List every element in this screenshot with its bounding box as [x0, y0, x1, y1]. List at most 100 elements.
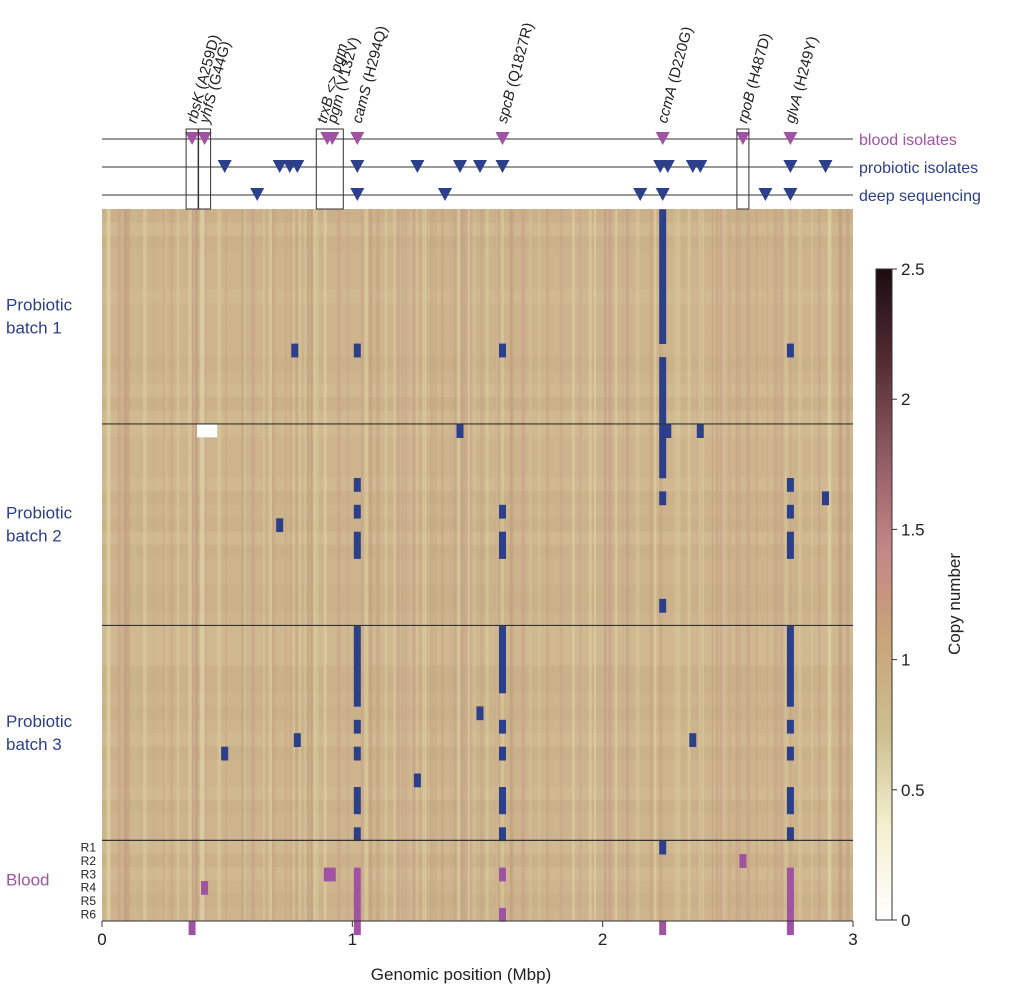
heatmap-stripe	[361, 209, 364, 921]
heatmap-stripe	[412, 209, 416, 921]
heatmap-stripe	[143, 209, 147, 921]
feature-mark	[786, 907, 794, 922]
heatmap-stripe	[579, 209, 583, 921]
heatmap-stripe	[217, 209, 222, 921]
heatmap-stripe	[498, 209, 502, 921]
feature-mark	[786, 867, 794, 882]
feature-mark	[353, 478, 361, 492]
feature-mark	[786, 478, 794, 492]
mutation-triangle	[783, 132, 798, 145]
row-label: R4	[81, 881, 97, 895]
feature-mark	[499, 652, 506, 667]
heatmap-row	[102, 800, 853, 814]
feature-mark	[659, 276, 667, 291]
feature-mark	[786, 800, 794, 815]
heatmap-stripe	[846, 209, 850, 921]
heatmap-stripe	[736, 209, 738, 921]
group-label: Probiotic batch 2	[6, 504, 73, 546]
heatmap-stripe	[798, 209, 802, 921]
feature-mark	[499, 719, 506, 734]
heatmap-stripe	[361, 209, 364, 921]
feature-mark	[499, 666, 506, 680]
heatmap-stripe	[690, 209, 693, 921]
feature-mark	[413, 773, 421, 788]
feature-mark	[499, 343, 506, 358]
heatmap-stripe	[346, 209, 350, 921]
heatmap-stripe	[251, 209, 255, 921]
colorbar-title: Copy number	[945, 553, 964, 655]
heatmap-stripe	[839, 209, 843, 921]
feature-mark	[353, 867, 361, 882]
row-label: R5	[81, 894, 97, 908]
heatmap-stripe	[304, 209, 307, 921]
heatmap-stripe	[767, 209, 770, 921]
heatmap-stripe	[627, 209, 629, 921]
feature-mark	[353, 692, 361, 707]
heatmap-row	[102, 504, 853, 518]
feature-mark	[786, 921, 794, 936]
track-label: deep sequencing	[859, 188, 981, 205]
mutation-triangle	[495, 132, 510, 145]
heatmap-stripes	[106, 209, 850, 921]
heatmap-stripe	[509, 209, 512, 921]
heatmap-stripe	[323, 209, 327, 921]
colorbar-tick-label: 0	[901, 911, 910, 930]
feature-mark	[353, 639, 361, 653]
heatmap-row	[102, 732, 853, 747]
heatmap-stripe	[608, 209, 613, 921]
heatmap-stripe	[687, 209, 690, 921]
gene-name: camS	[349, 84, 375, 125]
group-label: Probiotic batch 1	[6, 296, 73, 338]
heatmap-stripe	[688, 209, 692, 921]
feature-mark	[786, 746, 794, 761]
heatmap-stripe	[495, 209, 499, 921]
feature-mark	[659, 330, 667, 344]
feature-mark	[659, 303, 667, 318]
heatmap-stripe	[244, 209, 246, 921]
feature-mark	[659, 451, 667, 465]
colorbar-gradient	[875, 268, 893, 921]
heatmap-stripe	[262, 209, 267, 921]
feature-mark	[353, 625, 361, 640]
heatmap-stripe	[454, 209, 457, 921]
mutation-triangle	[185, 132, 200, 145]
feature-mark	[499, 679, 506, 694]
feature-mark	[659, 370, 667, 385]
heatmap-stripe	[496, 209, 499, 921]
heatmap-stripe	[722, 209, 726, 921]
heatmap-stripe	[529, 209, 532, 921]
mutation-triangle	[495, 160, 510, 173]
heatmap-stripe	[615, 209, 618, 921]
heatmap-stripe	[588, 209, 592, 921]
heatmap-stripe	[284, 209, 288, 921]
heatmap-stripe	[415, 209, 418, 921]
mutation-triangle	[325, 132, 340, 145]
heatmap-row	[102, 826, 853, 841]
feature-mark	[786, 894, 794, 909]
heatmap-stripe	[739, 209, 741, 921]
heatmap-row	[102, 652, 853, 666]
mutation-triangle	[350, 132, 365, 145]
heatmap-stripe	[107, 209, 111, 921]
heatmap-stripe	[580, 209, 583, 921]
gene-label: spcB (Q1827R)	[494, 21, 537, 125]
heatmap-stripe	[767, 209, 770, 921]
feature-mark	[659, 464, 667, 479]
heatmap-stripe	[307, 209, 309, 921]
heatmap-stripe	[314, 209, 319, 921]
feature-mark	[689, 733, 697, 747]
heatmap-stripe	[271, 209, 273, 921]
colorbar-tick-label: 2	[901, 390, 910, 409]
heatmap-stripe	[106, 209, 110, 921]
feature-mark	[328, 867, 336, 882]
heatmap-stripe	[635, 209, 639, 921]
heatmap-stripe	[462, 209, 465, 921]
heatmap-row	[102, 907, 853, 921]
heatmap-stripe	[419, 209, 421, 921]
feature-mark	[221, 746, 229, 761]
group-label-line: batch 3	[6, 735, 62, 754]
heatmap-stripe	[697, 209, 702, 921]
